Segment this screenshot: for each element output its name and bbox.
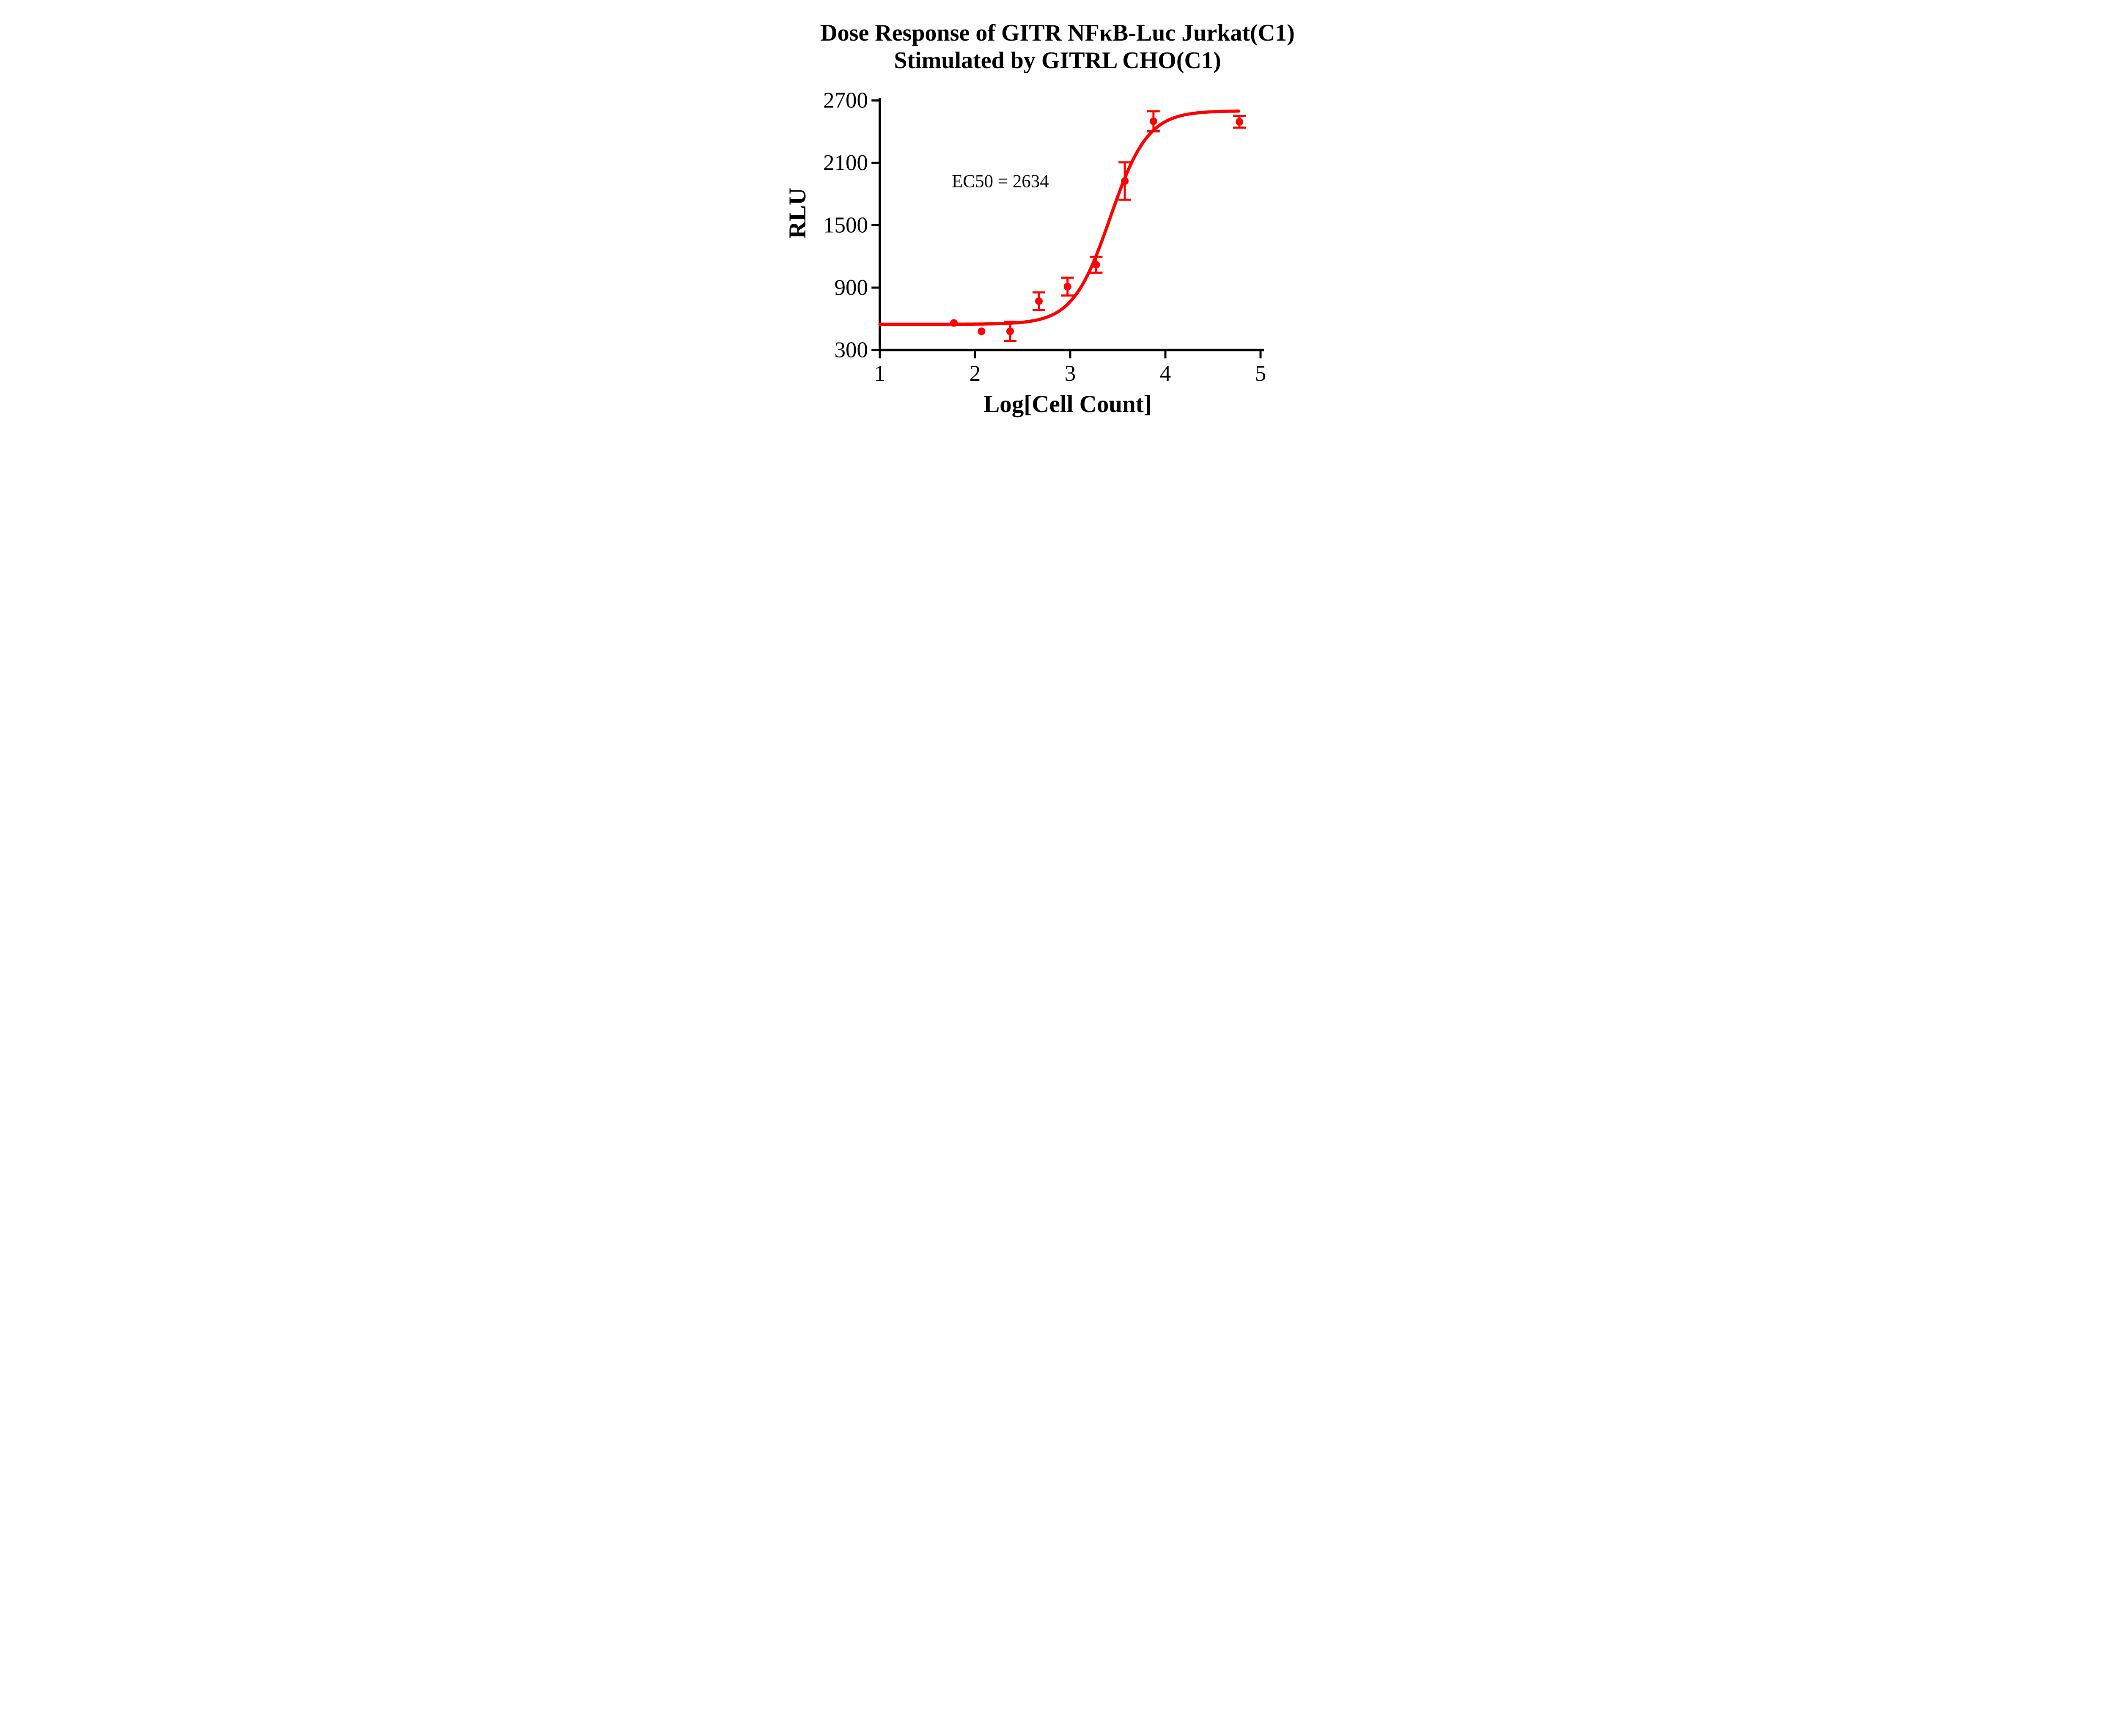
- data-point-marker: [1121, 177, 1129, 185]
- x-axis-ticks: 1 2 3 4 5: [874, 350, 1266, 386]
- y-tick-label: 2700: [823, 88, 868, 113]
- x-tick-label: 4: [1159, 361, 1171, 386]
- chart-title-line1: Dose Response of GITR NFκB-Luc Jurkat(C1…: [820, 20, 1295, 46]
- dose-response-chart: Dose Response of GITR NFκB-Luc Jurkat(C1…: [784, 20, 1295, 418]
- y-tick-label: 900: [834, 275, 868, 300]
- data-point-marker: [1006, 327, 1014, 335]
- axes: [878, 98, 1264, 352]
- chart-title-line2: Stimulated by GITRL CHO(C1): [894, 47, 1221, 74]
- y-axis-ticks: 300 900 1500 2100 2700: [823, 88, 880, 363]
- ec50-annotation: EC50 = 2634: [952, 172, 1049, 192]
- data-point-marker: [1035, 297, 1043, 305]
- axis-lines: [878, 98, 1264, 352]
- data-point-marker: [950, 319, 958, 327]
- y-tick-label: 2100: [823, 151, 868, 175]
- dose-response-figure: Dose Response of GITR NFκB-Luc Jurkat(C1…: [774, 0, 1341, 434]
- y-tick-label: 300: [834, 338, 868, 363]
- x-tick-label: 3: [1064, 361, 1076, 386]
- x-tick-label: 5: [1255, 361, 1266, 386]
- x-axis-title: Log[Cell Count]: [983, 391, 1151, 418]
- data-point-marker: [1063, 283, 1071, 291]
- error-bars: [1003, 110, 1246, 342]
- y-axis-title: RLU: [784, 188, 811, 239]
- data-point-marker: [1092, 261, 1100, 269]
- data-point-marker: [1149, 117, 1157, 125]
- x-tick-label: 2: [969, 361, 981, 386]
- x-tick-label: 1: [874, 361, 885, 386]
- sigmoid-fit-curve: [878, 109, 1240, 326]
- y-tick-label: 1500: [823, 213, 868, 238]
- data-point-marker: [1235, 118, 1243, 126]
- data-points: [950, 117, 1243, 335]
- data-point-marker: [977, 327, 985, 335]
- fit-curve: [878, 109, 1240, 326]
